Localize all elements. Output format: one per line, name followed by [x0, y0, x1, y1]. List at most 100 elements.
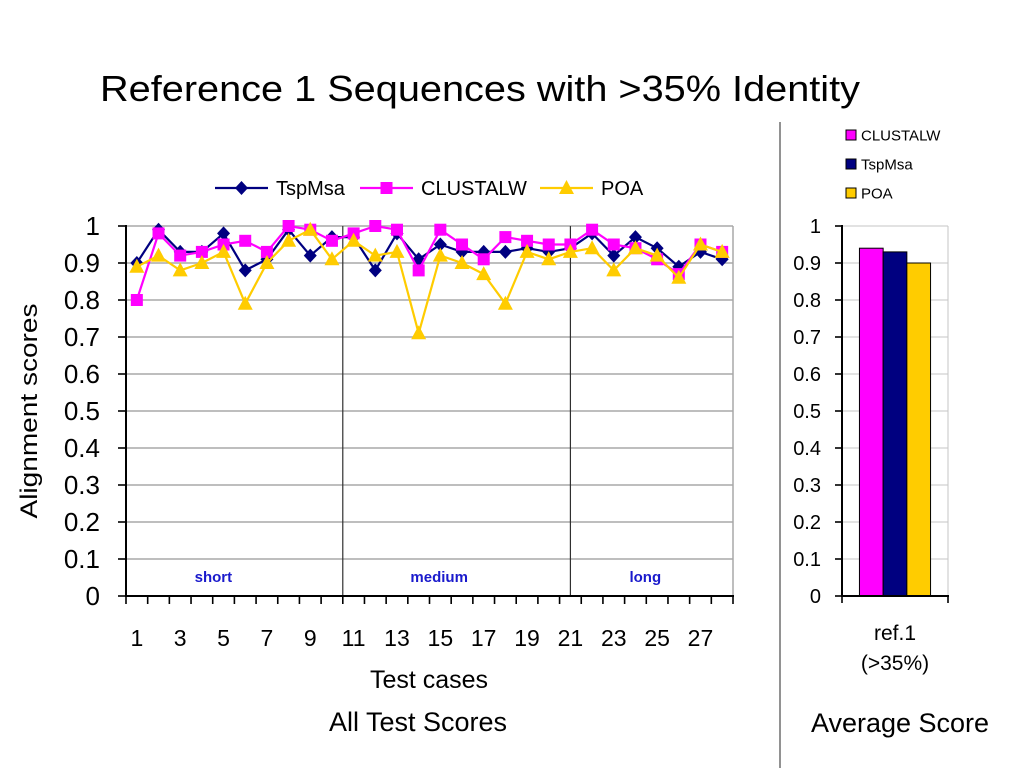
data-point-triangle	[584, 240, 600, 255]
data-point-triangle	[692, 236, 708, 251]
data-point-diamond	[238, 263, 252, 278]
slide-title: Reference 1 Sequences with >35% Identity	[100, 68, 860, 109]
y-tick-label: 1	[810, 216, 821, 238]
data-point-triangle	[389, 243, 405, 258]
data-point-square	[325, 234, 338, 247]
data-point-triangle	[519, 243, 535, 258]
series-poa	[129, 221, 730, 340]
category-label: (>35%)	[861, 652, 929, 675]
data-point-triangle	[627, 240, 643, 255]
data-point-triangle	[541, 251, 557, 266]
x-tick-label: 17	[471, 625, 497, 651]
x-tick-label: 5	[217, 625, 230, 651]
data-point-square	[542, 238, 555, 251]
data-point-triangle	[172, 262, 188, 277]
y-tick-label: 0.3	[793, 475, 821, 497]
data-point-triangle	[454, 255, 470, 269]
y-tick-label: 0.6	[793, 364, 821, 386]
data-point-square	[390, 223, 403, 236]
data-point-triangle	[432, 247, 448, 262]
legend-item: TspMsa	[215, 178, 346, 200]
bar-clustalw	[858, 247, 884, 597]
data-point-triangle	[562, 243, 578, 258]
data-point-triangle	[411, 325, 427, 340]
x-tick-label: 7	[261, 625, 274, 651]
data-point-triangle	[216, 243, 232, 258]
y-tick-label: 0.3	[64, 470, 100, 500]
section-label: long	[629, 569, 661, 586]
y-tick-label: 0.5	[64, 396, 100, 426]
section-label: medium	[410, 569, 468, 586]
legend-label: POA	[861, 186, 893, 203]
y-tick-label: 0.4	[64, 433, 100, 463]
y-tick-label: 0	[86, 581, 100, 611]
data-point-square	[586, 223, 599, 236]
line-chart: short medium long 0 0.1 0.2 0.3 0.4 0.5 0.6 0.7 0.8…	[64, 178, 734, 651]
legend-swatch-icon	[845, 158, 857, 170]
x-tick-label: 9	[304, 625, 317, 651]
y-tick-label: 1	[86, 211, 100, 241]
diamond-icon	[235, 181, 248, 195]
data-point-square	[195, 245, 208, 258]
data-point-triangle	[302, 221, 318, 236]
line-chart-caption: All Test Scores	[329, 707, 507, 737]
series-line	[135, 224, 723, 301]
legend-label: TspMsa	[276, 178, 346, 200]
section-label: short	[195, 569, 233, 586]
data-point-triangle	[649, 247, 665, 262]
line-chart-x-axis-title: Test cases	[370, 666, 488, 694]
y-tick-label: 0.1	[64, 544, 100, 574]
y-tick-label: 0.4	[793, 438, 821, 460]
data-point-triangle	[367, 247, 383, 262]
data-point-diamond	[433, 237, 447, 252]
data-point-square	[282, 220, 295, 232]
y-tick-label: 0	[810, 586, 821, 608]
data-point-triangle	[324, 251, 340, 266]
bar-poa	[906, 262, 932, 597]
data-point-diamond	[498, 244, 512, 259]
legend-swatch-icon	[845, 129, 857, 141]
legend-label: POA	[601, 178, 644, 200]
data-point-triangle	[714, 243, 730, 258]
legend-item: POA	[540, 178, 644, 200]
x-tick-label: 15	[428, 625, 454, 651]
y-tick-label: 0.8	[64, 285, 100, 315]
x-tick-label: 21	[558, 625, 584, 651]
data-point-square	[174, 249, 187, 262]
data-point-square	[499, 231, 512, 244]
y-tick-label: 0.6	[64, 359, 100, 389]
legend-item: TspMsa	[845, 157, 913, 174]
data-point-square	[130, 294, 143, 306]
data-point-triangle	[606, 262, 622, 277]
data-point-triangle	[259, 255, 275, 269]
data-point-square	[412, 264, 425, 277]
triangle-icon	[559, 180, 574, 194]
y-tick-label: 0.7	[793, 327, 821, 349]
y-tick-label: 0.7	[64, 322, 100, 352]
x-tick-label: 19	[514, 625, 540, 651]
x-tick-label: 13	[384, 625, 410, 651]
bar-chart-legend: CLUSTALW TspMsa POA	[845, 128, 941, 203]
data-point-square	[434, 223, 447, 236]
x-tick-label: 1	[130, 625, 143, 651]
data-point-square	[260, 245, 273, 258]
legend-label: TspMsa	[861, 157, 913, 174]
category-label: ref.1	[874, 622, 916, 645]
legend-item: CLUSTALW	[360, 178, 527, 200]
x-tick-label: 11	[342, 625, 366, 651]
data-point-triangle	[194, 255, 210, 269]
data-point-triangle	[346, 232, 362, 247]
data-point-triangle	[497, 295, 513, 310]
y-tick-label: 0.9	[64, 248, 100, 278]
data-point-diamond	[368, 263, 382, 278]
data-point-triangle	[129, 258, 145, 273]
data-point-diamond	[303, 248, 317, 263]
series-line	[136, 228, 723, 335]
legend-label: CLUSTALW	[421, 178, 527, 200]
y-tick-label: 0.5	[793, 401, 821, 423]
y-tick-label: 0.2	[793, 512, 821, 534]
y-tick-label: 0.8	[793, 290, 821, 312]
data-point-square	[369, 220, 382, 232]
data-point-square	[456, 238, 469, 251]
